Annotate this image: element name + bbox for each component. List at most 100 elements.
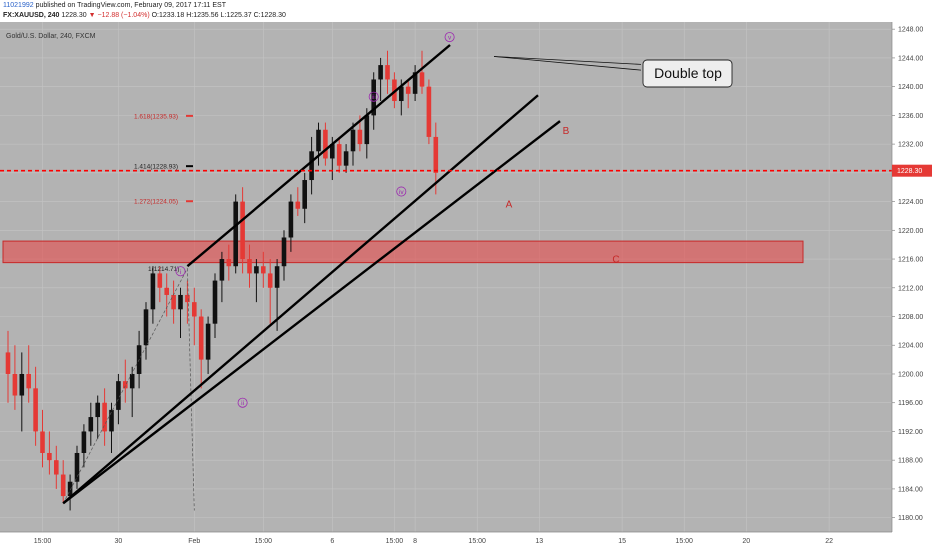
support-zone (2, 240, 804, 264)
channel-lower-line (62, 94, 539, 505)
candle (164, 287, 169, 295)
price-tick-label: 1244.00 (898, 55, 923, 62)
price-tick-label: 1240.00 (898, 84, 923, 91)
candle (5, 352, 11, 374)
candle (109, 409, 114, 432)
current-price-label: 1228.30 (897, 168, 922, 175)
wave-letter: A (506, 199, 513, 210)
candle (178, 294, 183, 310)
candle (267, 273, 273, 288)
candle (233, 201, 238, 267)
time-tick-label: 15:00 (468, 538, 486, 545)
candle (288, 201, 294, 238)
time-tick-label: 15:00 (255, 538, 273, 545)
candle (95, 402, 100, 418)
time-tick-label: 22 (825, 538, 833, 545)
candle (185, 294, 190, 303)
candle (385, 65, 390, 80)
candle (254, 266, 259, 274)
candle (378, 65, 383, 80)
fib-base-line (62, 268, 188, 504)
time-tick-label: 13 (535, 538, 543, 545)
candle (343, 151, 349, 166)
candle (281, 237, 287, 267)
user-id[interactable]: 11021992 (3, 2, 34, 9)
wave-letter: B (563, 126, 570, 137)
time-tick-label: 30 (115, 538, 123, 545)
price-tick-label: 1248.00 (898, 27, 923, 34)
time-tick-label: 15:00 (386, 538, 404, 545)
plot-background (0, 22, 892, 532)
candle (219, 259, 225, 281)
candle (26, 373, 31, 389)
price-tick-label: 1196.00 (898, 400, 923, 407)
candle (47, 452, 52, 461)
price-tick-label: 1224.00 (898, 199, 923, 206)
ohlc-values: O:1233.18 H:1235.56 L:1225.37 C:1228.30 (151, 12, 286, 19)
candle (40, 431, 45, 453)
published-text: published on TradingView.com, February 0… (35, 2, 226, 9)
candle (143, 309, 149, 346)
candle (274, 266, 280, 288)
candle (316, 129, 321, 152)
candle (357, 129, 363, 145)
callout-text: Double top (654, 65, 722, 81)
chart-title: Gold/U.S. Dollar, 240, FXCM (6, 33, 96, 40)
time-tick-label: 8 (413, 538, 417, 545)
time-tick-label: 15:00 (34, 538, 52, 545)
candle (67, 481, 73, 497)
price-tick-label: 1216.00 (898, 257, 923, 264)
candle (60, 474, 66, 497)
candle (157, 273, 163, 288)
candle (247, 259, 252, 274)
candle (392, 79, 397, 102)
time-axis[interactable]: 15:00 30 Feb 15:00 6 15:00 8 15:00 13 15 15:00 20 22 (0, 531, 932, 550)
price-tick-label: 1236.00 (898, 113, 923, 120)
channel-upper-line (186, 44, 451, 268)
candle (433, 136, 439, 173)
fib-level-label: 1(1214.71) (148, 266, 179, 273)
candle (88, 417, 94, 432)
candle (309, 151, 314, 181)
price-axis[interactable]: 1180.00 1184.00 1188.00 1192.00 1196.00 1200.… (891, 22, 932, 532)
fib-base-line (187, 268, 195, 511)
time-tick-label: 15 (618, 538, 626, 545)
wave-label: i (180, 269, 181, 276)
publish-line: 11021992 published on TradingView.com, F… (3, 2, 226, 9)
callout-pointer (493, 56, 642, 71)
candle (240, 201, 245, 260)
candle (102, 402, 107, 432)
candle (150, 273, 156, 310)
candle (81, 431, 87, 453)
channel-support-line (62, 120, 561, 505)
price-axis-bg (892, 22, 932, 532)
time-axis-bg (0, 532, 932, 550)
time-tick-label: Feb (188, 538, 200, 545)
candle (405, 86, 411, 94)
fib-level-label: 1.414(1228.93) (134, 164, 178, 171)
callout-pointer (493, 56, 642, 65)
last-price: 1228.30 (61, 12, 87, 19)
candle (426, 86, 432, 137)
price-tick-label: 1180.00 (898, 515, 923, 522)
fib-level-label: 1.272(1224.05) (134, 199, 178, 206)
current-price-badge (892, 164, 932, 177)
candle (116, 381, 121, 410)
wave-label-ring (444, 32, 455, 43)
candle (54, 460, 59, 475)
price-tick-label: 1220.00 (898, 228, 923, 235)
drawings: 1.618(1235.93) 1.414(1228.93) 1.272(1224.0… (0, 32, 892, 511)
symbol: FX:XAUUSD, 240 (3, 12, 60, 19)
chart-header: 11021992 published on TradingView.com, F… (0, 0, 932, 22)
wave-letter: C (612, 255, 619, 266)
price-tick-label: 1204.00 (898, 343, 923, 350)
candle (212, 280, 218, 324)
price-tick-label: 1188.00 (898, 458, 923, 465)
price-tick-label: 1184.00 (898, 486, 923, 493)
time-tick-label: 15:00 (675, 538, 693, 545)
wave-label-ring (368, 91, 379, 102)
callout-box (642, 59, 733, 88)
price-tick-label: 1212.00 (898, 285, 923, 292)
candle (419, 72, 425, 87)
